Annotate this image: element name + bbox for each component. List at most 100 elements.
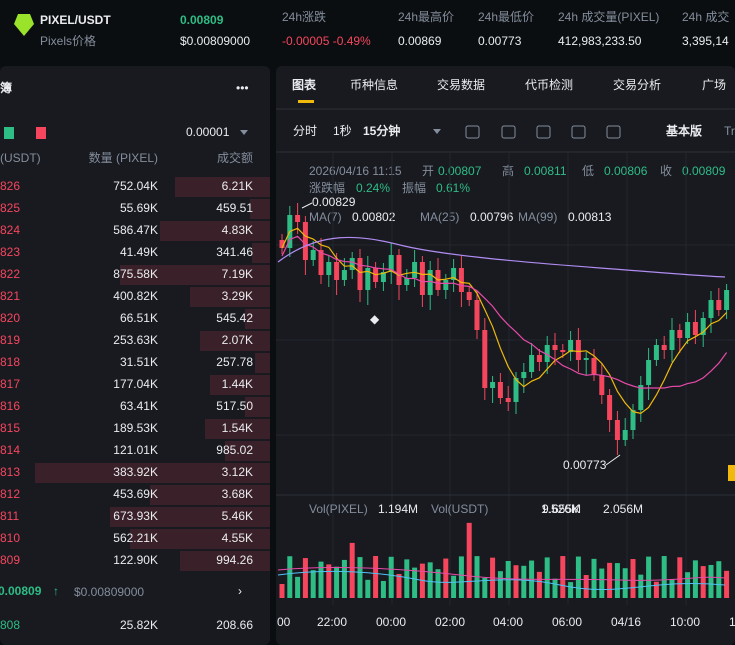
x-axis-label: 10:00 bbox=[670, 615, 700, 629]
candle-body bbox=[622, 430, 628, 440]
candle-body bbox=[716, 300, 722, 310]
volume-ma bbox=[277, 570, 726, 590]
x-axis-label: 04:00 bbox=[493, 615, 523, 629]
tool-icon[interactable] bbox=[465, 125, 480, 139]
high-pointer bbox=[301, 202, 313, 209]
candle-body bbox=[302, 222, 308, 260]
ma-label: MA(99) bbox=[518, 210, 557, 224]
x-axis-label: 00:00 bbox=[376, 615, 406, 629]
tab[interactable]: 交易数据 bbox=[437, 77, 485, 92]
candle-body bbox=[724, 290, 730, 310]
interval[interactable]: 1秒 bbox=[333, 124, 352, 138]
volume-bar bbox=[349, 542, 355, 598]
interval[interactable]: 15分钟 bbox=[363, 123, 400, 138]
x-axis-label: 1 bbox=[729, 615, 735, 629]
view-icon[interactable] bbox=[36, 127, 46, 139]
ask-cell: 121.01K bbox=[113, 443, 158, 457]
precision: 0.00001 bbox=[186, 125, 230, 139]
volume-bar bbox=[630, 559, 636, 598]
candle-body bbox=[677, 330, 683, 338]
candle-body bbox=[700, 318, 706, 335]
coin-icon bbox=[14, 14, 34, 36]
volume-bar bbox=[380, 580, 386, 598]
tab[interactable]: 图表 bbox=[292, 77, 317, 92]
x-axis-label: 02:00 bbox=[435, 615, 465, 629]
ask-price: 816 bbox=[0, 399, 20, 413]
ask-price: 826 bbox=[0, 179, 20, 193]
ask-cell: 383.92K bbox=[113, 465, 158, 479]
more-icon: ••• bbox=[236, 81, 249, 95]
column-header: 成交额 bbox=[217, 150, 253, 165]
ask-cell: 55.69K bbox=[120, 201, 158, 215]
depth-bar bbox=[150, 485, 270, 505]
candle-body bbox=[685, 322, 691, 338]
chevron: › bbox=[238, 584, 242, 598]
candle-body bbox=[427, 270, 433, 295]
extra: Tr bbox=[724, 124, 735, 138]
column-header: 数量 (PIXEL) bbox=[89, 150, 158, 165]
tool-icon[interactable] bbox=[536, 125, 551, 139]
volume-bar bbox=[302, 558, 308, 598]
volume-bar bbox=[560, 556, 566, 598]
tool-icon[interactable] bbox=[606, 125, 621, 139]
volume-bar bbox=[685, 572, 691, 598]
candle-body bbox=[591, 358, 597, 375]
ask-cell: 122.90K bbox=[113, 553, 158, 567]
candle-body bbox=[583, 358, 589, 360]
ask-cell: 545.42 bbox=[216, 311, 253, 325]
volume-bar bbox=[607, 562, 613, 598]
stat-label: 24h最低价 bbox=[478, 10, 534, 24]
tool-icon[interactable] bbox=[571, 125, 586, 139]
ma-label: MA(7) bbox=[309, 210, 342, 224]
mid-price: 0.00809 bbox=[0, 584, 42, 598]
ask-cell: 66.51K bbox=[120, 311, 158, 325]
mode[interactable]: 基本版 bbox=[665, 123, 702, 138]
volume-bar bbox=[373, 556, 379, 598]
x-axis-label: 22:00 bbox=[317, 615, 347, 629]
tab[interactable]: 币种信息 bbox=[350, 77, 398, 92]
view-icon[interactable] bbox=[4, 127, 14, 139]
symbol: PIXEL/USDT bbox=[40, 13, 111, 27]
depth-bar bbox=[250, 199, 270, 219]
high-label: 0.00829 bbox=[312, 195, 356, 209]
depth-bar bbox=[120, 265, 270, 285]
stat-label: 24h涨跌 bbox=[282, 9, 326, 24]
candle-body bbox=[474, 300, 480, 330]
tab[interactable]: 广场 bbox=[702, 78, 726, 92]
tab[interactable]: 代币检测 bbox=[525, 77, 573, 92]
depth-bar bbox=[252, 243, 270, 263]
candle-body bbox=[404, 278, 410, 285]
ask-cell: 1.44K bbox=[222, 377, 253, 391]
stat-value: -0.00005 -0.49% bbox=[282, 34, 371, 48]
stat-value: 0.00869 bbox=[398, 34, 442, 48]
depth-bar bbox=[205, 419, 270, 439]
ask-price: 815 bbox=[0, 421, 20, 435]
volume-bar bbox=[435, 569, 441, 598]
stat-value: 3,395,14 bbox=[682, 34, 729, 48]
bid-cell: 208.66 bbox=[216, 618, 253, 632]
volume-bar bbox=[287, 556, 293, 598]
ohlc-label: 低 bbox=[582, 164, 594, 178]
volume-bar bbox=[279, 584, 285, 598]
ask-cell: 3.68K bbox=[222, 487, 253, 501]
tool-icon[interactable] bbox=[501, 125, 516, 139]
volume-bar bbox=[700, 566, 706, 598]
volume-bar bbox=[724, 570, 730, 598]
ask-cell: 189.53K bbox=[113, 421, 158, 435]
dropdown-arrow bbox=[240, 130, 248, 135]
tab[interactable]: 交易分析 bbox=[613, 77, 661, 92]
volume-bar bbox=[427, 562, 433, 598]
volume-bar bbox=[310, 570, 316, 598]
volume-bar bbox=[599, 568, 605, 598]
volume-bar bbox=[708, 564, 714, 598]
candle-body bbox=[575, 340, 581, 360]
volume-bar bbox=[451, 575, 457, 598]
depth-bar bbox=[190, 287, 270, 307]
ask-cell: 673.93K bbox=[113, 509, 158, 523]
ask-cell: 453.69K bbox=[113, 487, 158, 501]
change-label: 涨跌幅 bbox=[309, 180, 345, 195]
depth-bar bbox=[245, 309, 270, 329]
depth-bar bbox=[180, 551, 270, 571]
interval[interactable]: 分时 bbox=[293, 124, 317, 138]
volume-bar bbox=[591, 558, 597, 598]
